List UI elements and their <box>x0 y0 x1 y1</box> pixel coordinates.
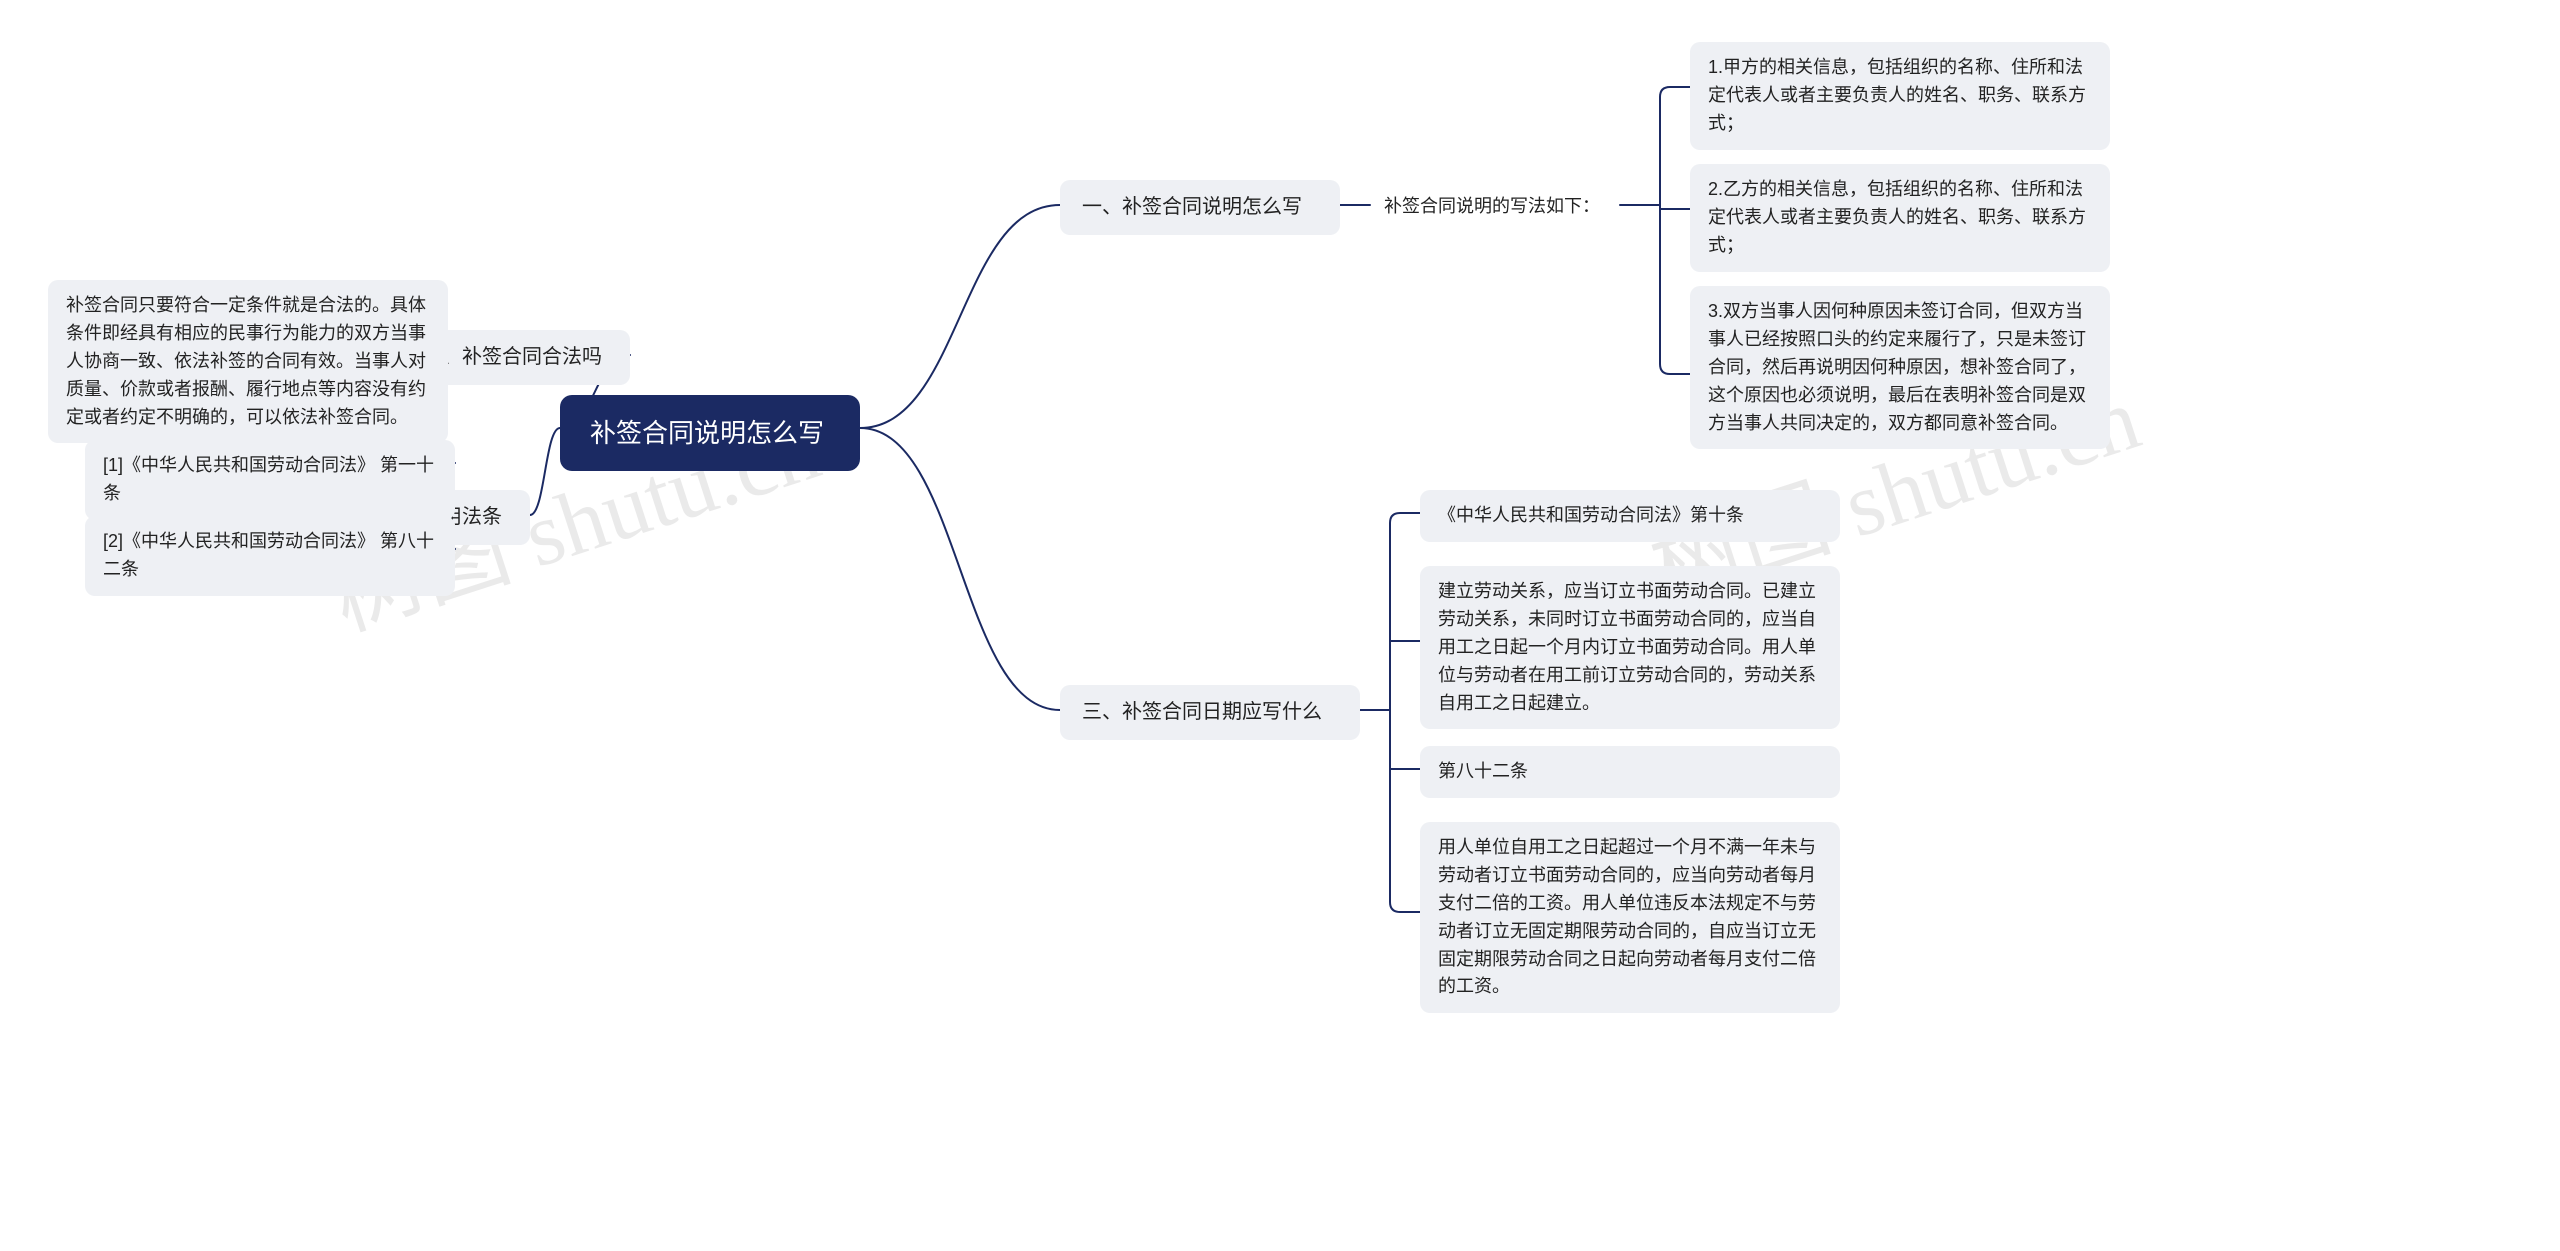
leaf-law-art10-title: 《中华人民共和国劳动合同法》第十条 <box>1420 490 1840 542</box>
leaf-law-art10-body: 建立劳动关系，应当订立书面劳动合同。已建立劳动关系，未同时订立书面劳动合同的，应… <box>1420 566 1840 729</box>
branch-date: 三、补签合同日期应写什么 <box>1060 685 1360 740</box>
leaf-reason-explain: 3.双方当事人因何种原因未签订合同，但双方当事人已经按照口头的约定来履行了，只是… <box>1690 286 2110 449</box>
leaf-law-art82-body: 用人单位自用工之日起超过一个月不满一年未与劳动者订立书面劳动合同的，应当向劳动者… <box>1420 822 1840 1013</box>
sub-how-to-write-intro: 补签合同说明的写法如下： <box>1370 185 1620 229</box>
leaf-cite-2: [2]《中华人民共和国劳动合同法》 第八十二条 <box>85 516 455 596</box>
leaf-legal-explain: 补签合同只要符合一定条件就是合法的。具体条件即经具有相应的民事行为能力的双方当事… <box>48 280 448 443</box>
leaf-party-a-info: 1.甲方的相关信息，包括组织的名称、住所和法定代表人或者主要负责人的姓名、职务、… <box>1690 42 2110 150</box>
branch-how-to-write: 一、补签合同说明怎么写 <box>1060 180 1340 235</box>
leaf-law-art82-title: 第八十二条 <box>1420 746 1840 798</box>
leaf-party-b-info: 2.乙方的相关信息，包括组织的名称、住所和法定代表人或者主要负责人的姓名、职务、… <box>1690 164 2110 272</box>
leaf-cite-1: [1]《中华人民共和国劳动合同法》 第一十条 <box>85 440 455 520</box>
mindmap-root: 补签合同说明怎么写 <box>560 395 860 471</box>
